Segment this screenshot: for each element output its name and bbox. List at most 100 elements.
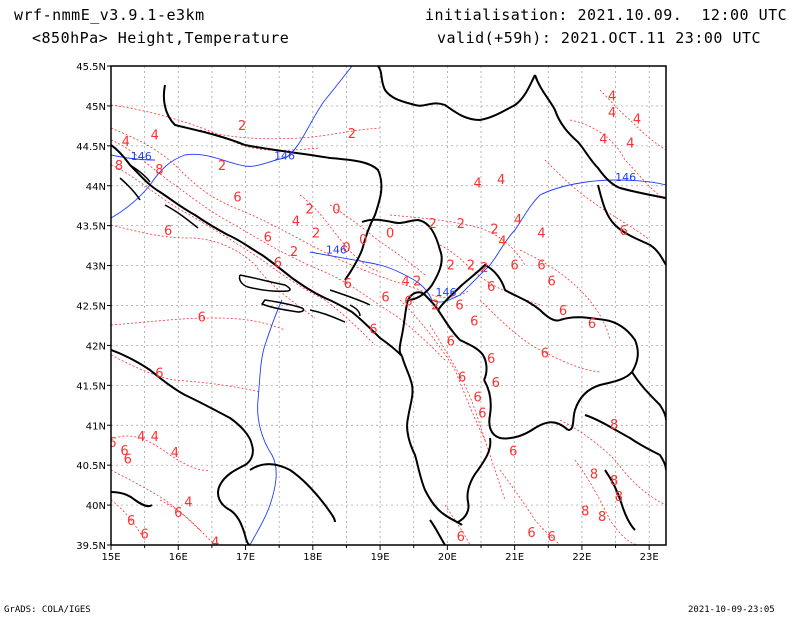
temperature-label: 4 [292, 215, 300, 230]
temp-contour [569, 119, 666, 201]
temp-contour [389, 214, 526, 266]
temp-contour [111, 499, 146, 541]
island-hvar [261, 299, 305, 313]
lat-label: 44.5N [76, 142, 106, 153]
temperature-label: 4 [151, 430, 159, 445]
temperature-label: 2 [305, 203, 313, 218]
temperature-label: 2 [480, 261, 488, 276]
island-cres [119, 177, 141, 201]
temperature-label: 8 [615, 490, 623, 505]
temperature-label: 4 [626, 136, 634, 151]
temperature-label: 6 [164, 224, 172, 239]
temperature-label: 6 [369, 322, 377, 337]
island-corfu [429, 519, 446, 545]
temp-contour [439, 244, 541, 306]
temperature-label: 2 [290, 245, 298, 260]
temperature-label: 2 [467, 259, 475, 274]
temperature-label: 6 [473, 390, 481, 405]
temperature-label: 6 [108, 436, 116, 451]
lon-label: 15E [101, 552, 120, 563]
temp-contour [559, 419, 666, 506]
border-me-al [407, 291, 439, 311]
temperature-label: 6 [198, 310, 206, 325]
height-contour [111, 154, 156, 161]
temperature-label: 6 [588, 317, 596, 332]
border-rs-bg [597, 184, 666, 266]
lat-label: 40.5N [76, 461, 106, 472]
temperature-label: 6 [457, 530, 465, 545]
temp-contour [399, 299, 486, 441]
temperature-label: 2 [447, 259, 455, 274]
render-timestamp: 2021-10-09-23:05 [688, 605, 775, 615]
island-brac [238, 274, 291, 292]
model-title: wrf-nmmE_v3.9.1-e3km [14, 6, 205, 24]
temperature-label: 6 [174, 506, 182, 521]
temperature-label: 4 [184, 496, 192, 511]
temperature-label: 8 [610, 474, 618, 489]
temperature-label: 6 [124, 453, 132, 468]
lat-label: 45N [86, 102, 106, 113]
temperature-label: 2 [348, 127, 356, 142]
coastline-albania [401, 355, 463, 526]
temp-contour [599, 89, 666, 151]
height-label: 146 [615, 171, 636, 184]
height-contour [309, 179, 666, 303]
temperature-label: 6 [120, 444, 128, 459]
temperature-label: 6 [274, 256, 282, 271]
border-me-rs-ks [398, 299, 409, 357]
temperature-label: 4 [473, 176, 481, 191]
border-ks-rs [437, 264, 561, 322]
temperature-label: 0 [386, 227, 394, 242]
temp-contour [544, 159, 651, 241]
lon-label: 16E [169, 552, 188, 563]
temperature-label: 6 [404, 295, 412, 310]
temperature-label: 2 [428, 217, 436, 232]
temperature-label: 2 [238, 119, 246, 134]
coastline-italy [111, 349, 254, 545]
temperature-label: 6 [470, 314, 478, 329]
temperature-label: 4 [402, 275, 410, 290]
temperature-label: 6 [541, 346, 549, 361]
valid-time: valid(+59h): 2021.OCT.11 23:00 UTC [437, 29, 762, 47]
lon-label: 19E [371, 552, 390, 563]
temperature-label: 4 [514, 213, 522, 228]
border-rs-hu [377, 66, 536, 121]
temp-contour [329, 204, 426, 276]
temperature-label: 2 [312, 227, 320, 242]
temperature-label: 6 [140, 528, 148, 543]
temp-contour [479, 299, 601, 373]
temp-contour [519, 249, 611, 341]
temp-contour [444, 504, 471, 545]
temperature-label: 4 [171, 446, 179, 461]
temp-contour [111, 354, 261, 393]
latitude-labels: 45.5N 45N 44.5N 44N 43.5N 43N 42.5N 42N 41.5N 41N… [76, 62, 111, 552]
temperature-label: 8 [590, 468, 598, 483]
temperature-label: 4 [497, 173, 505, 188]
init-time: initialisation: 2021.10.09. 12:00 UTC [425, 6, 788, 24]
border-rs-ro [534, 74, 666, 199]
temperature-label: 4 [498, 235, 506, 250]
lon-label: 21E [505, 552, 524, 563]
map-background [111, 66, 666, 545]
temperature-label: 2 [490, 223, 498, 238]
lat-label: 43.5N [76, 222, 106, 233]
temperature-label: 6 [547, 530, 555, 545]
temp-contour [574, 459, 641, 545]
border-hr-ba [162, 84, 383, 281]
coastline-gulf-taranto [249, 463, 336, 523]
island-krk [129, 164, 151, 183]
lat-label: 41N [86, 421, 106, 432]
temperature-label: 6 [537, 259, 545, 274]
border-ba-rs [361, 218, 443, 301]
temperature-label: 6 [492, 376, 500, 391]
coast-and-borders [111, 66, 666, 545]
temp-contour [111, 164, 376, 346]
grads-credit: GrADS: COLA/IGES [4, 605, 91, 615]
temp-contour [111, 317, 286, 331]
height-label: 146 [326, 244, 347, 257]
coastline-adriatic-east [111, 144, 403, 357]
lon-label: 17E [236, 552, 255, 563]
temperature-label: 8 [610, 418, 618, 433]
border-ks-al-mk [437, 309, 488, 381]
